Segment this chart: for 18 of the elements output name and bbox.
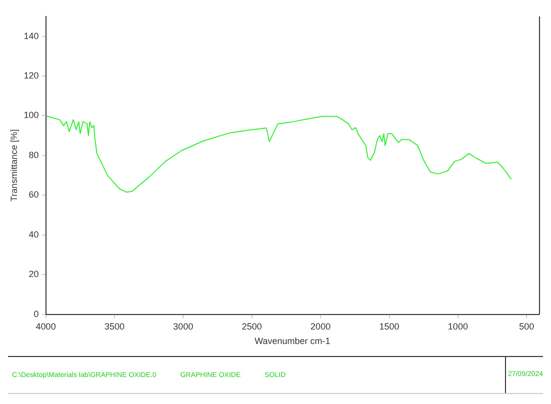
x-tick-label: 4000 [36,321,56,332]
y-tick-label: 60 [28,190,39,200]
x-tick-label: 2500 [242,321,262,332]
y-tick-label: 100 [24,110,39,120]
y-tick-label: 20 [28,269,39,280]
x-tick-label: 1500 [379,321,400,332]
x-tick-label: 3000 [173,321,194,332]
x-tick-label: 3500 [104,321,125,332]
x-tick-label: 1000 [448,321,468,332]
y-tick-label: 120 [24,70,39,80]
x-axis-title: Wavenumber cm-1 [254,336,330,346]
x-tick-label: 2000 [310,321,331,332]
y-tick-label: 40 [28,229,39,240]
y-axis-title: Transmittance [%] [8,129,19,202]
y-tick-label: 140 [24,30,39,41]
x-tick-label: 500 [519,321,534,332]
y-tick-label: 0 [34,308,39,319]
y-tick-label: 80 [28,150,39,160]
